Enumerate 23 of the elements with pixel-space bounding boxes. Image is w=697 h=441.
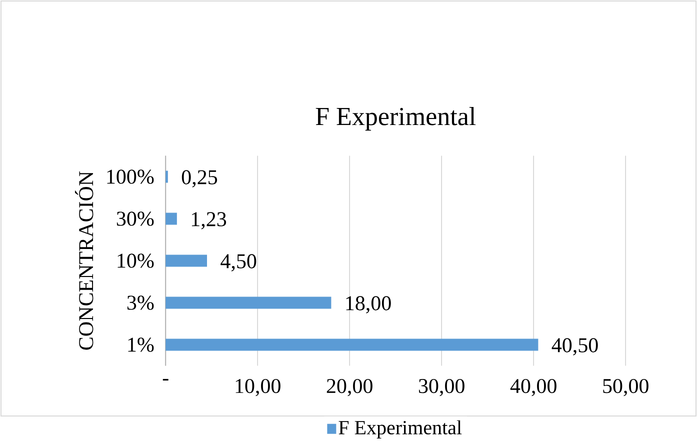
- data-label: 18,00: [346, 296, 391, 314]
- x-tick-label: 50,00: [603, 378, 648, 396]
- x-tick-label: 20,00: [326, 378, 372, 396]
- data-label: 0,25: [182, 170, 218, 188]
- legend-label: F Experimental: [338, 420, 462, 438]
- data-label: 1,23: [192, 212, 226, 230]
- bar: [166, 296, 332, 309]
- x-tick-label: 40,00: [510, 378, 556, 396]
- bar: [166, 338, 538, 351]
- y-tick-label: 10%: [118, 253, 154, 268]
- x-tick-label: 30,00: [418, 378, 464, 396]
- bar: [166, 212, 177, 225]
- chart-title: F Experimental: [316, 106, 476, 130]
- y-tick-label: 1%: [128, 337, 154, 352]
- y-tick-label: 3%: [127, 295, 154, 310]
- data-label: 40,50: [552, 338, 598, 356]
- y-tick-label: 30%: [116, 211, 154, 226]
- bar: [166, 254, 208, 267]
- y-axis-title: CONCENTRACIÓN: [74, 171, 94, 350]
- x-tick-label: -: [162, 378, 168, 380]
- y-tick-label: 100%: [107, 169, 154, 184]
- x-tick-label: 10,00: [236, 378, 280, 396]
- data-label: 4,50: [220, 254, 256, 272]
